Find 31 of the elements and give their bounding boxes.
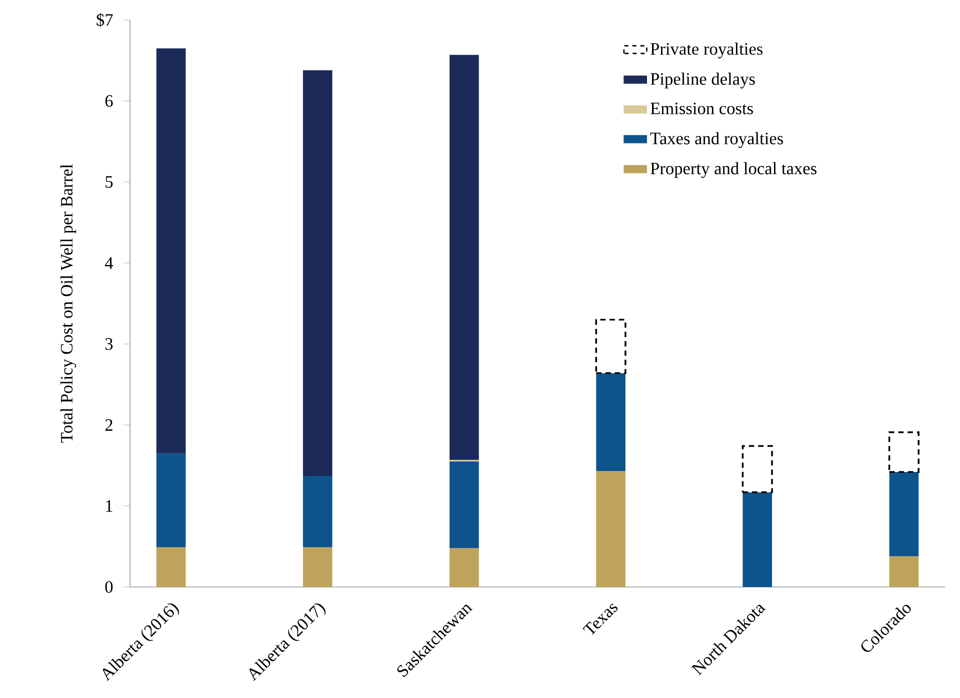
- bar: [302, 70, 332, 476]
- bar: [302, 476, 332, 548]
- y-tick-label: 6: [105, 95, 113, 107]
- bar: [888, 431, 920, 473]
- bar: [742, 445, 773, 494]
- bar: [596, 471, 626, 587]
- legend-label: Private royalties: [650, 42, 763, 58]
- legend-label: Property and local taxes: [650, 162, 816, 178]
- bar: [595, 318, 626, 374]
- bar: [450, 548, 479, 587]
- bar: [450, 461, 479, 548]
- y-tick-label: 2: [105, 419, 112, 431]
- y-tick-label: $7: [96, 13, 113, 27]
- y-tick-label: 4: [104, 257, 114, 269]
- y-tick-label: 3: [105, 338, 113, 350]
- bar: [156, 48, 186, 454]
- y-tick-label: 0: [105, 581, 113, 593]
- bar: [156, 547, 186, 587]
- bar: [596, 373, 626, 472]
- bar: [742, 492, 772, 587]
- bar: [889, 556, 919, 587]
- bar: [450, 54, 479, 460]
- legend-label: Taxes and royalties: [650, 132, 783, 148]
- y-tick-label: 5: [106, 176, 113, 188]
- bar: [889, 472, 919, 556]
- bar: [156, 453, 186, 548]
- y-tick-label: 1: [106, 500, 112, 512]
- bar: [302, 547, 332, 587]
- legend-label: Emission costs: [650, 102, 753, 114]
- y-axis-title: Total Policy Cost on Oil Well per Barrel: [60, 164, 76, 443]
- legend-label: Pipeline delays: [650, 72, 755, 88]
